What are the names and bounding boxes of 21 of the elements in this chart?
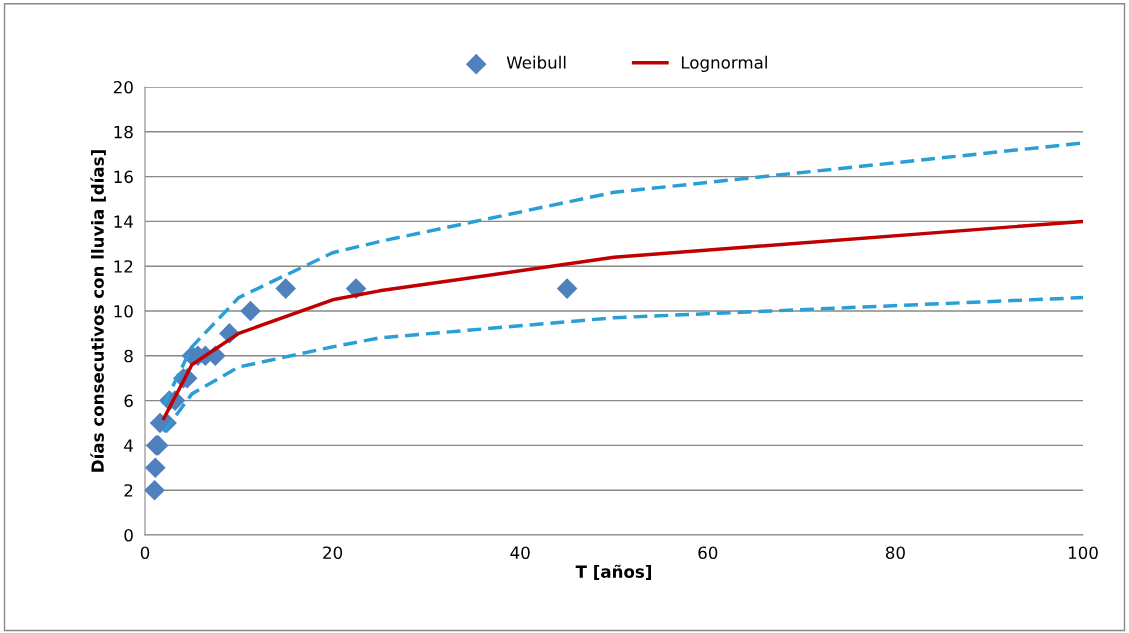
y-tick-label: 10 [114, 304, 133, 318]
y-tick-label: 12 [114, 260, 133, 273]
y-tick-label: 4 [124, 439, 133, 452]
y-tick-label: 16 [114, 170, 133, 184]
y-tick-label: 6 [124, 394, 133, 408]
legend-label: Lognormal [681, 55, 767, 72]
y-tick-label: 2 [124, 484, 133, 497]
x-tick-label: 40 [510, 546, 530, 560]
x-axis-title: T [años] [575, 564, 652, 580]
y-tick-label: 8 [124, 349, 133, 363]
legend-label: Weibull [506, 55, 566, 69]
x-tick-label: 80 [885, 546, 905, 560]
y-tick-label: 14 [114, 215, 133, 228]
x-tick-label: 0 [140, 546, 150, 560]
y-tick-label: 20 [113, 80, 133, 94]
x-tick-label: 20 [323, 546, 343, 560]
y-axis-title: Días consecutivos con lluvia [días] [90, 150, 106, 472]
x-tick-label: 100 [1068, 546, 1098, 560]
y-tick-label: 18 [114, 125, 133, 139]
x-tick-label: 60 [698, 546, 718, 560]
y-tick-label: 0 [124, 528, 133, 542]
